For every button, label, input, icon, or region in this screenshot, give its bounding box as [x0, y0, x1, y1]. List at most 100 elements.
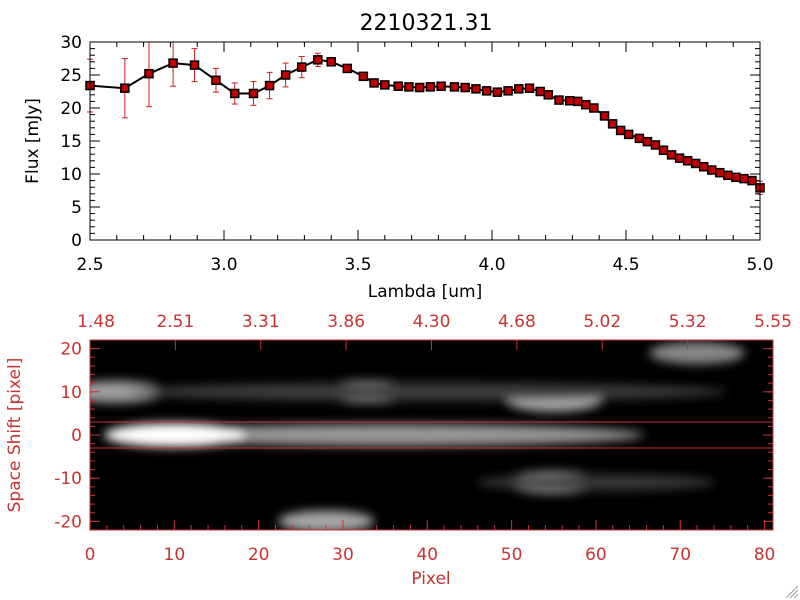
spectrum-point: [731, 172, 741, 183]
spectrum-point: [554, 95, 564, 105]
spectrum-point: [564, 95, 575, 106]
spectrum-point: [690, 158, 701, 169]
image-x-tick-label: 50: [501, 545, 523, 565]
spectrum-plot: 0 5 10 15 20 25 30 2.5 3.0 3.5 4.0 4.5 5.0: [60, 33, 773, 275]
spectrum-point: [715, 167, 725, 178]
spectrum-point: [599, 111, 610, 121]
spectrum-point: [326, 57, 336, 67]
spectrum-y-tick-label: 20: [60, 99, 82, 119]
spectrum-point: [607, 119, 618, 129]
spectrum-point: [449, 82, 460, 92]
resize-grip-icon[interactable]: [785, 585, 799, 599]
spectrum-point: [623, 129, 634, 140]
image-x-tick-label: 0: [85, 545, 96, 565]
image-x-tick-label: 40: [416, 545, 438, 565]
spectrum-x-axis-label: Lambda [um]: [368, 282, 482, 302]
spectrum-point: [492, 87, 503, 97]
spectrum-point: [404, 82, 414, 92]
spectrum-point: [658, 145, 669, 155]
image-top-tick-label: 4.68: [498, 312, 536, 332]
spectrum-point: [747, 175, 757, 186]
spectrum-point: [650, 140, 661, 150]
spectrum-frame: [89, 41, 761, 241]
source-blob: [90, 380, 164, 403]
spectrum-point: [723, 170, 733, 181]
spectrum-x-tick-label: 2.5: [76, 255, 103, 275]
image-top-tick-label: 2.51: [156, 312, 194, 332]
image-y-tick-label: 20: [60, 340, 82, 360]
spectrum-point: [120, 83, 130, 93]
image-x-axis-label: Pixel: [411, 569, 450, 589]
spectrum-point: [666, 150, 677, 160]
spectrum-point: [573, 96, 583, 107]
spectrum-point: [707, 165, 717, 175]
spectrum-point: [248, 88, 259, 99]
image-y-tick-label: -10: [54, 469, 82, 489]
spectrum-title: 2210321.31: [360, 11, 493, 36]
spectrum-point: [393, 81, 403, 91]
spectrum-point: [211, 75, 221, 86]
spectrum-x-tick-label: 3.0: [210, 255, 237, 275]
spectrum-point: [589, 103, 599, 113]
image-y-tick-label: -20: [54, 512, 82, 532]
faint-band: [475, 474, 716, 491]
spectrum-point: [698, 161, 709, 172]
spectrum-y-tick-label: 0: [71, 231, 82, 251]
image-top-tick-label: 5.02: [583, 312, 621, 332]
image-x-tick-label: 20: [248, 545, 270, 565]
image-x-tick-label: 80: [754, 545, 776, 565]
spectrum-y-tick-label: 5: [71, 198, 82, 218]
spectrum-point: [358, 71, 369, 82]
image-y-axis-label: Space Shift [pixel]: [5, 358, 25, 513]
source-blob: [278, 510, 375, 530]
spectrum-x-tick-label: 3.5: [344, 255, 371, 275]
spectrum-point: [436, 81, 446, 91]
image-top-tick-label: 3.86: [327, 312, 365, 332]
image-frame: [89, 339, 774, 531]
image-x-tick-label: 60: [585, 545, 607, 565]
spectrum-x-tick-label: 4.0: [478, 255, 505, 275]
spectrum-point: [168, 58, 178, 68]
spectrum-y-tick-label: 15: [60, 132, 82, 152]
image-x-tick-label: 30: [332, 545, 354, 565]
spectrum-point: [280, 70, 291, 80]
spectrum-y-tick-label: 10: [60, 165, 82, 185]
spectrum-point: [229, 88, 240, 99]
spectrum-point: [313, 55, 323, 65]
spectrum-point: [634, 133, 645, 144]
spectrum-point: [481, 86, 492, 96]
image-top-tick-label: 1.48: [77, 312, 115, 332]
spectrum-point: [189, 60, 200, 70]
spectrum-y-tick-label: 30: [60, 33, 82, 53]
spectrum-point: [535, 86, 545, 97]
source-blob: [104, 423, 245, 447]
image-y-tick-label: 0: [71, 426, 82, 446]
spectrum-point: [682, 156, 693, 166]
spectrum-x-tick-label: 5.0: [746, 255, 773, 275]
spectral-image-plot: 0 10 20 30 40 50 60 70 80 -20 -10 0 10 20 1.48 2.51 3.…: [54, 312, 792, 565]
image-top-tick-label: 5.55: [754, 312, 792, 332]
image-top-tick-label: 4.30: [413, 312, 451, 332]
spectrum-point: [524, 83, 535, 93]
image-top-tick-label: 3.31: [242, 312, 280, 332]
source-trace: [143, 424, 644, 446]
spectrum-point: [581, 99, 591, 110]
spectrum-point: [296, 62, 307, 72]
spectrum-x-tick-label: 4.5: [612, 255, 639, 275]
spectrum-point: [514, 84, 524, 94]
spectrum-point: [414, 82, 425, 93]
spectrum-point: [503, 86, 513, 96]
faint-band: [127, 382, 728, 401]
spectrum-point: [264, 80, 275, 91]
image-y-tick-label: 10: [60, 383, 82, 403]
spectrum-point: [380, 80, 390, 90]
spectrum-point: [543, 90, 554, 100]
image-x-tick-label: 70: [669, 545, 691, 565]
image-top-tick-label: 5.32: [669, 312, 707, 332]
spectrum-point: [642, 136, 653, 147]
spectrum-point: [739, 173, 749, 184]
spectrum-point: [674, 153, 685, 163]
spectrum-point: [144, 68, 154, 79]
spectrum-point: [425, 82, 436, 92]
spectrum-y-axis-label: Flux [mJy]: [23, 98, 43, 184]
